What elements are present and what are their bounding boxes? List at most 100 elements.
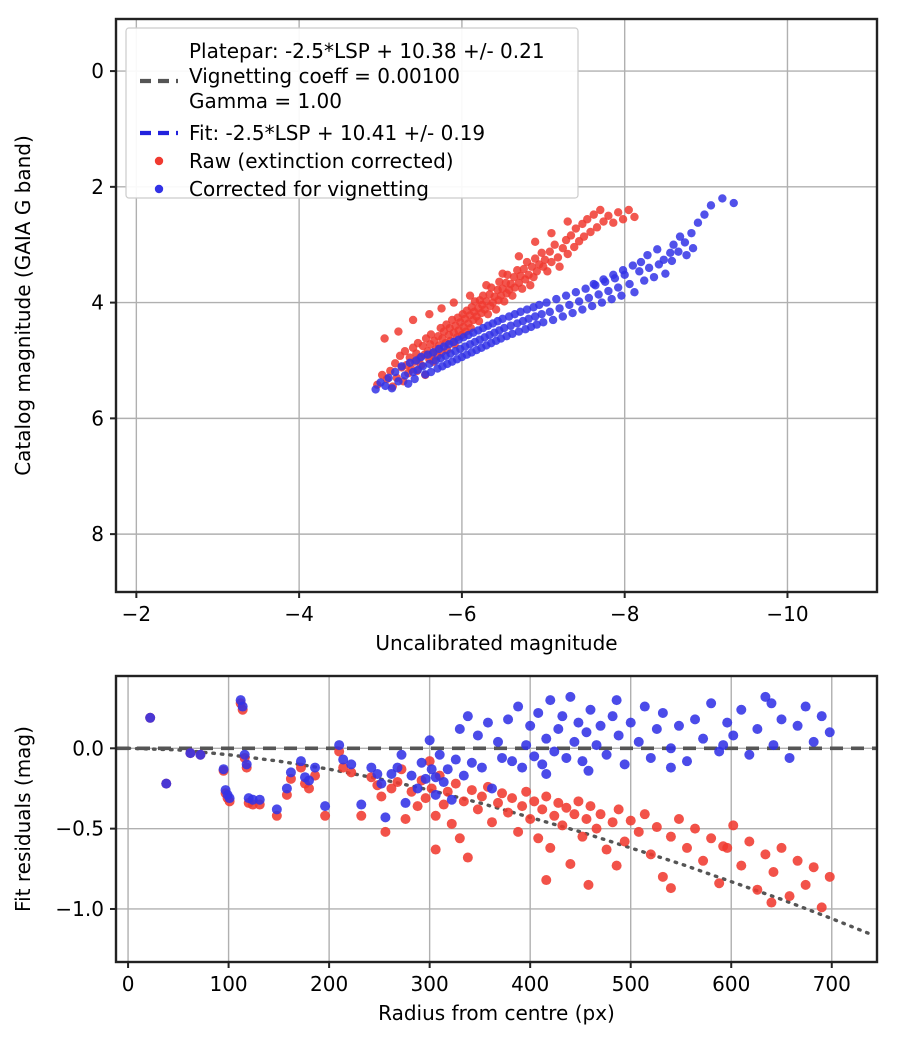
data-point bbox=[722, 717, 733, 728]
data-point bbox=[578, 305, 587, 314]
data-point bbox=[390, 367, 400, 377]
data-point bbox=[744, 749, 755, 760]
data-point bbox=[380, 812, 391, 823]
y-axis-label: Catalog magnitude (GAIA G band) bbox=[11, 135, 35, 476]
data-point bbox=[392, 762, 403, 773]
data-point bbox=[776, 842, 787, 853]
data-point bbox=[752, 884, 763, 895]
data-point bbox=[285, 767, 296, 778]
data-point bbox=[466, 757, 477, 768]
data-point bbox=[674, 247, 683, 256]
data-point bbox=[408, 315, 418, 325]
data-point bbox=[569, 809, 580, 820]
data-point bbox=[630, 212, 639, 222]
data-point bbox=[508, 291, 517, 300]
data-point bbox=[420, 793, 431, 804]
data-point bbox=[766, 698, 777, 709]
data-point bbox=[376, 778, 387, 789]
data-point bbox=[792, 720, 803, 731]
data-point bbox=[507, 756, 518, 767]
scatter-raw bbox=[373, 205, 639, 391]
data-point bbox=[446, 794, 457, 805]
data-point bbox=[500, 323, 509, 333]
data-point bbox=[241, 759, 252, 770]
data-point bbox=[482, 717, 493, 728]
data-point bbox=[400, 347, 410, 356]
tick-label-x: −2 bbox=[122, 602, 151, 626]
data-point bbox=[466, 785, 477, 796]
data-point bbox=[497, 752, 508, 763]
legend: Platepar: -2.5*LSP + 10.38 +/- 0.21Vigne… bbox=[125, 27, 579, 201]
tick-label-y: −0.5 bbox=[55, 817, 104, 841]
data-point bbox=[390, 359, 400, 368]
data-point bbox=[613, 730, 624, 741]
data-point bbox=[635, 267, 644, 276]
tick-label-x: −6 bbox=[447, 602, 476, 626]
data-point bbox=[304, 783, 315, 794]
data-point bbox=[472, 730, 483, 741]
data-point bbox=[824, 727, 835, 738]
legend-label-platepar: Vignetting coeff = 0.00100 bbox=[189, 64, 460, 88]
data-point bbox=[625, 815, 636, 826]
data-point bbox=[380, 826, 391, 837]
data-point bbox=[247, 794, 258, 805]
data-point bbox=[744, 836, 755, 847]
data-point bbox=[609, 218, 618, 227]
data-point bbox=[581, 284, 590, 293]
data-point bbox=[800, 701, 811, 712]
data-point bbox=[613, 208, 623, 217]
data-point bbox=[651, 724, 662, 735]
data-point bbox=[548, 315, 558, 325]
data-point bbox=[482, 281, 491, 290]
data-point bbox=[417, 352, 426, 362]
tick-label-y: 2 bbox=[91, 175, 104, 199]
data-point bbox=[497, 788, 508, 799]
data-point bbox=[547, 228, 556, 238]
legend-label-platepar: Platepar: -2.5*LSP + 10.38 +/- 0.21 bbox=[189, 39, 545, 63]
data-point bbox=[539, 318, 548, 327]
data-point bbox=[543, 267, 552, 276]
data-point bbox=[625, 279, 634, 289]
data-point bbox=[486, 817, 497, 828]
data-point bbox=[545, 695, 556, 706]
data-point bbox=[525, 814, 536, 824]
data-point bbox=[449, 298, 458, 307]
data-point bbox=[784, 891, 795, 902]
data-point bbox=[636, 257, 646, 267]
data-point bbox=[145, 712, 156, 723]
data-point bbox=[545, 842, 556, 853]
data-point bbox=[687, 228, 696, 238]
data-point bbox=[541, 875, 552, 886]
data-point bbox=[356, 799, 367, 810]
data-point bbox=[611, 695, 622, 706]
tick-label-x: −4 bbox=[284, 602, 313, 626]
x-axis-label: Uncalibrated magnitude bbox=[375, 631, 617, 655]
legend-label-corrected: Corrected for vignetting bbox=[189, 177, 429, 201]
data-point bbox=[661, 269, 670, 278]
data-point bbox=[665, 762, 676, 773]
data-point bbox=[549, 746, 560, 757]
data-point bbox=[706, 698, 717, 709]
data-point bbox=[185, 748, 196, 759]
data-point bbox=[537, 804, 548, 815]
legend-marker-raw bbox=[154, 156, 164, 166]
data-point bbox=[583, 765, 594, 776]
data-point bbox=[410, 374, 419, 384]
data-point bbox=[406, 770, 417, 781]
tick-label-x: 700 bbox=[813, 972, 851, 996]
data-point bbox=[553, 253, 563, 262]
data-point bbox=[425, 309, 434, 319]
data-point bbox=[682, 756, 692, 767]
data-point bbox=[558, 312, 568, 321]
data-point bbox=[601, 844, 612, 855]
data-point bbox=[584, 293, 594, 303]
data-point bbox=[438, 799, 449, 810]
data-point bbox=[472, 804, 483, 815]
data-point bbox=[500, 297, 509, 306]
tick-label-x: −8 bbox=[610, 602, 639, 626]
data-point bbox=[604, 211, 613, 220]
tick-label-x: 100 bbox=[209, 972, 247, 996]
data-point bbox=[571, 287, 581, 297]
legend-label-platepar: Gamma = 1.00 bbox=[189, 89, 342, 113]
data-point bbox=[613, 283, 623, 292]
